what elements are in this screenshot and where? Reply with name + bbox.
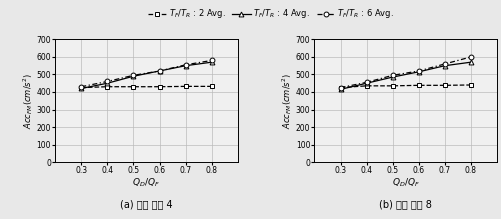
- X-axis label: $Q_D/Q_F$: $Q_D/Q_F$: [391, 177, 419, 189]
- Y-axis label: $Acc_{FM}(cm/s^2)$: $Acc_{FM}(cm/s^2)$: [280, 73, 294, 129]
- X-axis label: $Q_D/Q_F$: $Q_D/Q_F$: [132, 177, 160, 189]
- Legend: $T_F/T_R$ : 2 Avg., $T_F/T_R$ : 4 Avg., $T_F/T_R$ : 6 Avg.: $T_F/T_R$ : 2 Avg., $T_F/T_R$ : 4 Avg., …: [144, 4, 397, 24]
- Y-axis label: $Acc_{FM}(cm/s^2)$: $Acc_{FM}(cm/s^2)$: [21, 73, 35, 129]
- Text: (b) 변형 비율 8: (b) 변형 비율 8: [379, 199, 431, 209]
- Text: (a) 변형 비율 4: (a) 변형 비율 4: [120, 199, 172, 209]
